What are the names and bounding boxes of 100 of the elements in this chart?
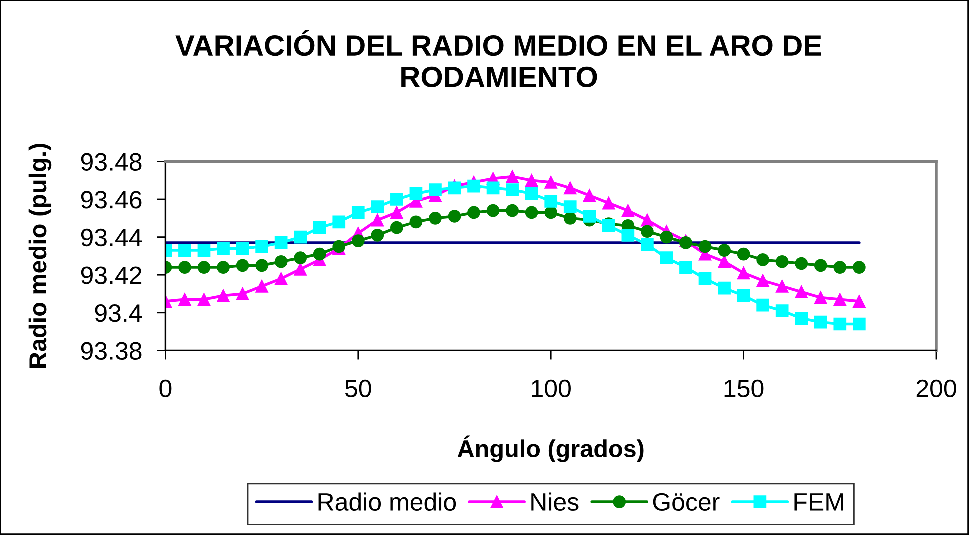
point xyxy=(698,272,712,286)
point xyxy=(256,240,268,254)
point xyxy=(544,194,558,208)
point xyxy=(294,263,308,276)
x-tick-label: 50 xyxy=(346,380,372,398)
point xyxy=(294,252,308,265)
point xyxy=(622,228,635,242)
point xyxy=(178,261,192,274)
point xyxy=(641,238,654,252)
point xyxy=(641,225,654,238)
point xyxy=(525,206,538,220)
point xyxy=(583,189,596,202)
y-tick-label: 93.46 xyxy=(81,191,142,209)
y-tick-label: 93.48 xyxy=(81,153,142,172)
point xyxy=(390,193,404,206)
point xyxy=(564,182,577,195)
point xyxy=(544,176,558,189)
point xyxy=(274,255,288,268)
point xyxy=(352,234,365,248)
point xyxy=(313,248,326,261)
point xyxy=(698,240,712,254)
point xyxy=(776,304,789,318)
point xyxy=(852,295,866,308)
point xyxy=(641,214,654,227)
point xyxy=(544,206,558,220)
point xyxy=(294,230,308,244)
legend-label: Radio medio xyxy=(318,492,456,512)
point xyxy=(274,236,288,250)
point xyxy=(602,196,616,210)
point xyxy=(718,255,731,268)
point xyxy=(660,252,674,265)
point xyxy=(834,293,847,306)
y-axis-title: Radio medio (pulg.) xyxy=(28,144,52,368)
x-tick-label: 0 xyxy=(160,380,172,398)
point xyxy=(371,228,384,242)
point xyxy=(178,244,192,257)
point xyxy=(198,261,211,274)
point xyxy=(217,261,230,274)
point xyxy=(776,280,789,293)
point xyxy=(852,318,866,331)
point xyxy=(429,184,442,196)
x-tick-label: 150 xyxy=(724,380,764,398)
y-tick-label: 93.42 xyxy=(81,266,142,284)
point xyxy=(390,221,404,234)
point xyxy=(680,261,692,274)
point xyxy=(371,200,384,214)
point xyxy=(795,312,808,325)
legend-label: Göcer xyxy=(653,493,720,512)
point xyxy=(486,182,500,195)
point xyxy=(525,187,538,200)
point xyxy=(795,257,808,270)
point xyxy=(332,216,346,229)
point xyxy=(737,248,750,261)
point xyxy=(814,291,828,304)
point xyxy=(448,182,462,195)
point xyxy=(448,210,462,223)
point xyxy=(468,206,480,220)
point xyxy=(313,221,326,234)
legend-label: Nies xyxy=(532,492,579,512)
point xyxy=(660,230,674,244)
point xyxy=(236,259,250,272)
x-axis-title: Ángulo (grados) xyxy=(458,436,644,462)
point xyxy=(737,266,750,280)
point xyxy=(795,286,808,299)
point xyxy=(486,204,500,218)
point xyxy=(583,210,596,223)
point xyxy=(410,216,423,229)
point xyxy=(390,206,404,220)
point xyxy=(410,187,423,200)
point xyxy=(236,242,250,256)
point xyxy=(178,293,192,306)
x-tick-label: 200 xyxy=(916,380,956,398)
point xyxy=(198,244,211,257)
point xyxy=(506,204,519,218)
point xyxy=(852,261,866,274)
point xyxy=(564,212,577,225)
chart-title: VARIACIÓN DEL RADIO MEDIO EN EL ARO DE RODAMIENTO xyxy=(176,30,822,88)
point xyxy=(506,170,519,184)
point xyxy=(756,298,770,312)
point xyxy=(429,212,442,225)
point xyxy=(371,214,384,227)
point xyxy=(756,254,770,266)
point xyxy=(814,259,828,272)
point xyxy=(718,282,731,295)
y-tick-label: 93.4 xyxy=(95,304,142,322)
point xyxy=(834,318,847,331)
point xyxy=(236,288,250,300)
point xyxy=(756,274,770,288)
point xyxy=(468,180,480,193)
point xyxy=(680,236,692,250)
point xyxy=(352,206,365,220)
point xyxy=(814,316,828,329)
point xyxy=(564,200,577,214)
point xyxy=(256,280,268,293)
point xyxy=(217,289,230,302)
y-tick-label: 93.44 xyxy=(81,228,142,247)
point xyxy=(256,259,268,272)
point xyxy=(718,244,731,257)
legend-label: FEM xyxy=(794,494,844,511)
point xyxy=(834,261,847,274)
